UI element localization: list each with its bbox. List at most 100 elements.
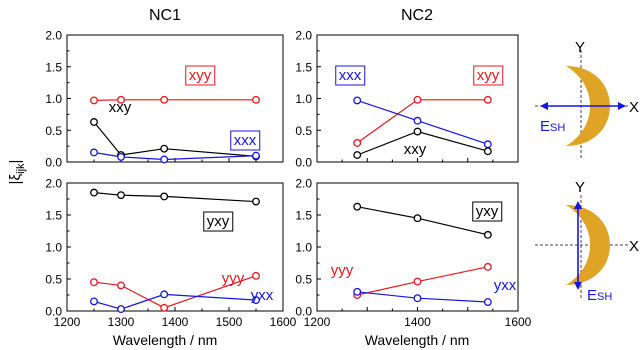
data-point-xxx bbox=[413, 116, 422, 125]
series-label-yxx: yxx bbox=[494, 277, 517, 294]
data-point-xyy bbox=[160, 95, 169, 104]
data-point-yxy bbox=[117, 191, 125, 200]
y-tick-label: 1.5 bbox=[45, 60, 62, 74]
series-label-yxx: yxx bbox=[251, 287, 274, 304]
data-point-xxy bbox=[160, 144, 169, 153]
data-point-yyy bbox=[117, 281, 125, 290]
y-tick-label: 1.5 bbox=[295, 60, 312, 74]
inset-bottom-y-label: Y bbox=[575, 179, 585, 196]
data-point-yyy bbox=[252, 271, 260, 280]
x-tick-label: 1400 bbox=[404, 315, 431, 329]
series-label-box bbox=[230, 130, 261, 151]
data-point-xxx bbox=[117, 152, 125, 161]
series-line-yxx bbox=[93, 293, 257, 310]
data-point-xxy bbox=[483, 147, 492, 156]
data-point-xxx bbox=[90, 148, 98, 157]
series-label-xyy: xyy bbox=[477, 67, 500, 84]
data-point-yyy bbox=[160, 303, 169, 312]
series-label-yxy: yxy bbox=[476, 203, 499, 220]
y-tick-label: 1.0 bbox=[45, 241, 62, 255]
data-point-xyy bbox=[353, 138, 362, 147]
panel-nc1-bottom: 0.0 0.5 1.0 1.5 2.0 1200 1300 1400 1500 1600 yxy yy… bbox=[45, 177, 296, 330]
data-point-xxx bbox=[353, 96, 362, 105]
data-point-xxy bbox=[353, 151, 362, 159]
y-tick-label: 0.5 bbox=[45, 124, 62, 138]
y-tick-label: 0.0 bbox=[295, 156, 312, 170]
series-label-yyy: yyy bbox=[222, 270, 245, 287]
series-label-box bbox=[472, 201, 503, 222]
series-line-yyy bbox=[357, 266, 489, 296]
data-point-xxx bbox=[252, 151, 260, 160]
title-nc1: NC1 bbox=[149, 7, 181, 24]
data-point-xyy bbox=[90, 96, 98, 105]
y-tick-label: 1.0 bbox=[295, 92, 312, 106]
x-tick-label: 1600 bbox=[505, 315, 532, 329]
panel-nc1-top: 0.0 0.5 1.0 1.5 2.0 xyy xxy xxx bbox=[45, 29, 284, 170]
data-point-yxy bbox=[413, 214, 422, 223]
series-label-box bbox=[473, 65, 504, 86]
series-label-box bbox=[203, 211, 234, 232]
series-line-xxx bbox=[357, 99, 489, 145]
inset-top-esh-label: ESH bbox=[540, 118, 565, 135]
title-nc2: NC2 bbox=[401, 7, 433, 24]
panel-nc2-top: 0.0 0.5 1.0 1.5 2.0 xxx xyy xxy bbox=[295, 29, 519, 170]
series-line-yxy bbox=[357, 206, 489, 236]
x-tick-label: 1400 bbox=[162, 315, 189, 329]
y-tick-label: 0.5 bbox=[295, 124, 312, 138]
data-point-yxx bbox=[252, 296, 260, 305]
data-point-yxx bbox=[413, 294, 422, 303]
crescent-shape-bottom bbox=[566, 205, 610, 285]
data-point-yxy bbox=[160, 192, 169, 201]
data-point-xyy bbox=[117, 95, 125, 104]
y-tick-label: 0.0 bbox=[295, 305, 312, 319]
x-tick-label: 1200 bbox=[54, 315, 81, 329]
series-label-yyy: yyy bbox=[331, 262, 354, 279]
series-label-box bbox=[185, 65, 216, 86]
inset-top-x-label: X bbox=[629, 99, 639, 116]
data-point-xxx bbox=[483, 140, 492, 149]
data-point-yxx bbox=[117, 305, 125, 314]
data-point-xxx bbox=[160, 155, 169, 164]
series-line-xxx bbox=[93, 151, 257, 161]
series-label-xxx: xxx bbox=[339, 67, 362, 84]
data-point-yyy bbox=[90, 278, 98, 287]
series-line-yyy bbox=[93, 275, 257, 309]
series-line-xxy bbox=[93, 121, 257, 157]
y-tick-label: 0.0 bbox=[45, 305, 62, 319]
x-axis-label-nc1: Wavelength / nm bbox=[113, 332, 218, 348]
y-tick-label: 1.0 bbox=[45, 92, 62, 106]
data-point-yxx bbox=[483, 298, 492, 306]
y-tick-label: 2.0 bbox=[295, 177, 312, 191]
x-tick-label: 1500 bbox=[216, 315, 243, 329]
y-tick-label: 2.0 bbox=[45, 177, 62, 191]
inset-top-y-label: Y bbox=[575, 39, 585, 56]
data-point-yxy bbox=[252, 197, 260, 206]
y-tick-label: 1.5 bbox=[295, 209, 312, 223]
inset-top-crescent: Y X ESH bbox=[535, 39, 639, 160]
data-point-xyy bbox=[252, 95, 260, 104]
x-tick-label: 1200 bbox=[304, 315, 331, 329]
series-line-xyy bbox=[356, 99, 488, 144]
series-label-xxy: xxy bbox=[404, 141, 427, 158]
y-axis-label: |ξijk| bbox=[7, 160, 27, 185]
inset-bottom-esh-label: ESH bbox=[587, 287, 612, 304]
data-point-xxy bbox=[90, 118, 98, 126]
series-label-xxx: xxx bbox=[234, 132, 257, 149]
data-point-xyy bbox=[413, 95, 422, 104]
panel-nc2-bottom: 0.0 0.5 1.0 1.5 2.0 1200 1400 1600 yxy yyy yxx bbox=[295, 177, 531, 330]
series-line-yxy bbox=[93, 192, 257, 203]
series-line-xyy bbox=[93, 99, 256, 101]
data-point-yxy bbox=[483, 230, 492, 239]
data-point-yyy bbox=[483, 262, 492, 271]
data-point-xyy bbox=[483, 95, 492, 104]
y-tick-label: 2.0 bbox=[295, 29, 312, 43]
data-point-yxx bbox=[160, 290, 169, 299]
y-tick-label: 1.5 bbox=[45, 209, 62, 223]
inset-bottom-x-label: X bbox=[629, 238, 639, 255]
x-tick-label: 1600 bbox=[270, 315, 297, 329]
y-tick-label: 0.5 bbox=[45, 273, 62, 287]
data-point-yxx bbox=[90, 297, 98, 306]
series-label-xxy: xxy bbox=[109, 99, 132, 116]
series-label-yxy: yxy bbox=[207, 213, 230, 230]
